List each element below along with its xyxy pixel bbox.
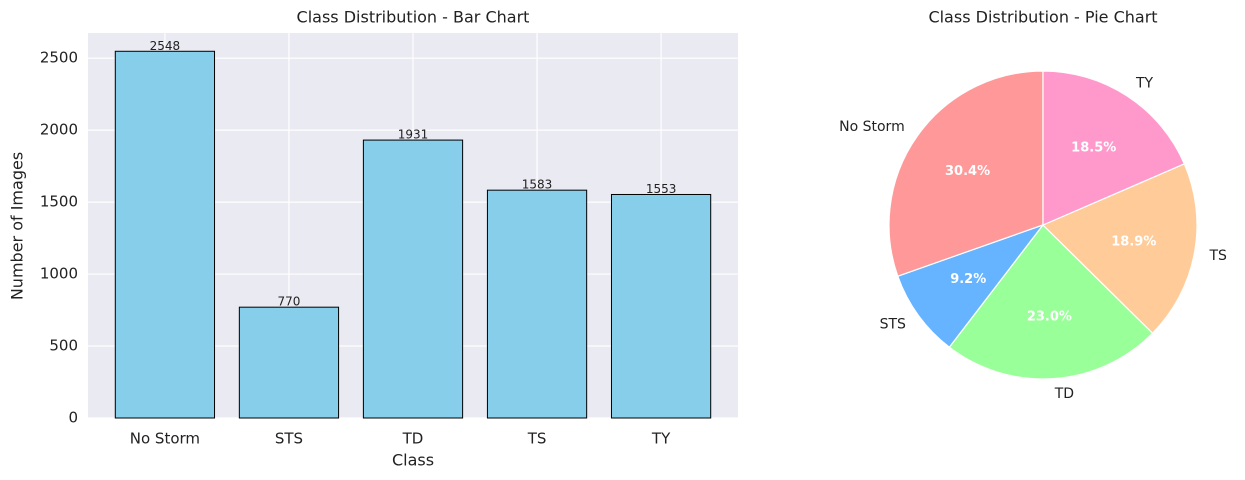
value-label: 1931 — [398, 128, 429, 142]
y-tick-label: 2500 — [40, 49, 78, 67]
percent-label: 18.9% — [1111, 235, 1156, 250]
value-label: 1553 — [646, 182, 677, 196]
x-tick-label: TY — [651, 430, 671, 448]
slice-label: TD — [1054, 386, 1074, 402]
y-tick-label: 2000 — [40, 121, 78, 139]
pie-slice — [1041, 163, 1198, 335]
y-axis-label: Number of Images — [8, 152, 27, 300]
pie-slice — [948, 224, 1154, 380]
slice-label: TS — [1208, 248, 1227, 264]
percent-label: 9.2% — [950, 272, 986, 287]
bar — [486, 189, 588, 419]
chart-title: Class Distribution - Pie Chart — [928, 8, 1157, 27]
pie-slice — [1042, 70, 1186, 226]
y-tick-label: 0 — [68, 409, 78, 427]
bar — [362, 139, 464, 419]
x-axis-label: Class — [392, 451, 434, 470]
percent-label: 18.5% — [1071, 140, 1116, 155]
y-tick-label: 1500 — [40, 193, 78, 211]
value-label: 770 — [278, 295, 301, 309]
chart-title: Class Distribution - Bar Chart — [297, 8, 530, 27]
x-tick-label: TS — [527, 430, 547, 448]
bar — [114, 50, 216, 419]
pie-slice — [897, 223, 1045, 349]
slice-label: TY — [1135, 75, 1154, 91]
percent-label: 23.0% — [1027, 310, 1072, 325]
value-label: 1583 — [522, 178, 553, 192]
slice-label: STS — [880, 317, 906, 333]
bar — [238, 306, 340, 419]
value-label: 2548 — [150, 39, 181, 53]
y-tick-label: 1000 — [40, 265, 78, 283]
x-tick-label: No Storm — [130, 430, 200, 448]
bar — [610, 193, 712, 419]
pie-slice — [888, 70, 1044, 278]
y-tick-label: 500 — [49, 337, 78, 355]
x-tick-label: STS — [275, 430, 303, 448]
slice-label: No Storm — [839, 119, 905, 135]
x-tick-label: TD — [402, 430, 424, 448]
percent-label: 30.4% — [945, 164, 990, 179]
